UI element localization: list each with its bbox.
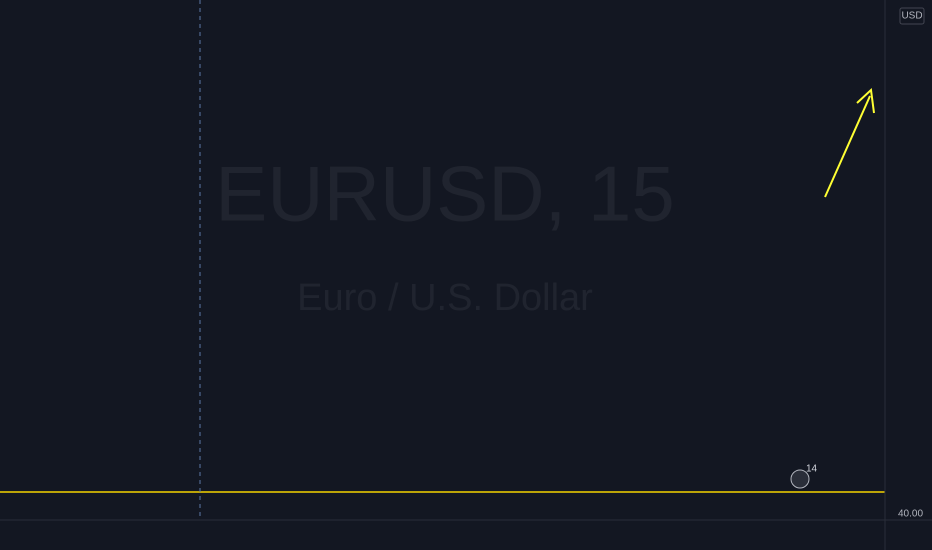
volume-axis-label: 40.00 [898, 509, 923, 520]
watermark-description: Euro / U.S. Dollar [297, 277, 593, 319]
price-axis [885, 0, 932, 520]
arrow-head[interactable] [856, 87, 875, 114]
currency-box[interactable] [899, 7, 925, 25]
event-count: 14 [806, 464, 818, 475]
event-flag[interactable] [790, 469, 810, 489]
watermark-symbol: EURUSD, 15 [215, 150, 674, 238]
arrow-line[interactable] [824, 95, 871, 198]
currency: USD [901, 11, 922, 22]
